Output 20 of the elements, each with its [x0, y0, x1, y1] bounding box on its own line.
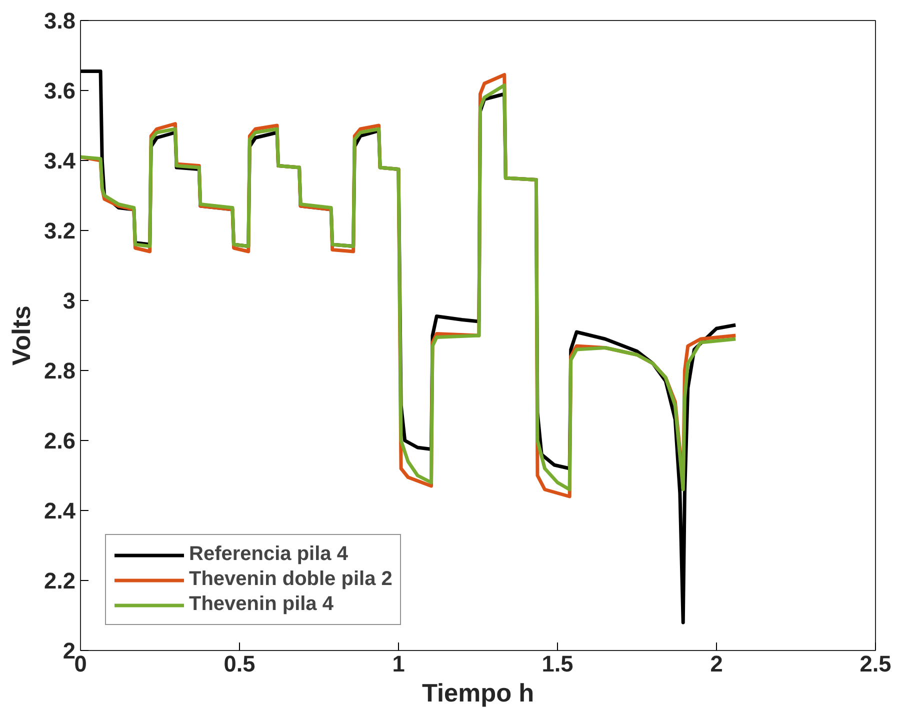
y-axis-title: Volts	[8, 305, 36, 366]
y-tick-label: 2.4	[44, 498, 76, 524]
x-tick-label: 2	[710, 650, 723, 676]
y-tick-label: 2.6	[44, 428, 76, 454]
legend-label: Thevenin pila 4	[189, 593, 334, 616]
y-tick-label: 3	[62, 288, 76, 314]
x-tick-label: 0.5	[224, 650, 256, 676]
y-tick-label: 3.4	[44, 148, 76, 174]
x-tick-label: 1	[392, 650, 405, 676]
y-tick-label: 2.8	[44, 358, 76, 384]
y-tick-label: 3.6	[44, 78, 76, 104]
x-tick-label: 0	[74, 650, 87, 676]
legend-label: Referencia pila 4	[189, 543, 348, 566]
y-tick-label: 2.2	[44, 568, 76, 594]
x-tick-label: 2.5	[860, 650, 892, 676]
x-tick-label: 1.5	[542, 650, 574, 676]
y-tick-label: 3.2	[44, 218, 76, 244]
x-axis-title: Tiempo h	[422, 680, 534, 708]
legend-label: Thevenin doble pila 2	[189, 568, 392, 591]
y-tick-label: 3.8	[44, 8, 76, 34]
